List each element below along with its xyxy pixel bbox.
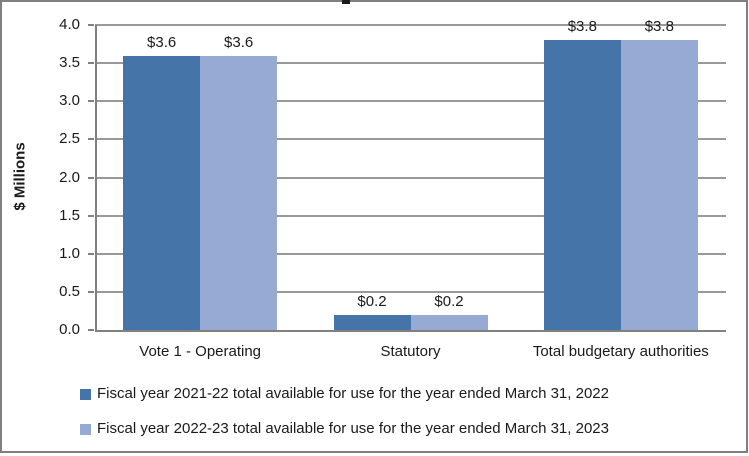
y-tick-label: 1.0	[59, 244, 80, 262]
legend-label: Fiscal year 2022-23 total available for …	[97, 420, 609, 437]
gridline	[95, 176, 726, 179]
gridline	[95, 62, 726, 65]
bar	[200, 55, 278, 330]
y-tick-mark	[88, 176, 94, 179]
bar	[123, 55, 201, 330]
y-tick-mark	[88, 138, 94, 141]
gridline	[95, 214, 726, 217]
bar-value-label: $3.8	[644, 18, 674, 36]
bar-value-label: $3.8	[567, 18, 597, 36]
x-category-label: Vote 1 - Operating	[139, 343, 262, 360]
bar-value-label: $3.6	[147, 33, 177, 51]
bar	[543, 40, 621, 330]
legend-swatch-light-blue	[80, 424, 91, 435]
gridline	[95, 138, 726, 141]
bar-value-label: $0.2	[434, 292, 464, 310]
y-axis-line	[95, 25, 97, 332]
gridline	[95, 290, 726, 293]
y-tick-label: 0.5	[59, 282, 80, 300]
y-tick-mark	[88, 252, 94, 255]
legend-swatch-dark-blue	[80, 389, 91, 400]
gridline	[95, 100, 726, 103]
bar	[620, 40, 698, 330]
y-tick-mark	[88, 100, 94, 103]
y-tick-mark	[88, 329, 94, 331]
gridline	[95, 24, 726, 26]
y-tick-mark	[88, 24, 94, 26]
x-category-label: Statutory	[380, 343, 441, 360]
y-tick-label: 4.0	[59, 16, 80, 33]
x-axis-line	[95, 330, 726, 332]
y-tick-label: 1.5	[59, 206, 80, 224]
gridline	[95, 252, 726, 255]
y-tick-label: 3.5	[59, 54, 80, 72]
bar	[410, 314, 488, 330]
y-tick-label: 0.0	[59, 321, 80, 338]
y-tick-label: 2.0	[59, 168, 80, 186]
y-tick-label: 3.0	[59, 92, 80, 110]
x-category-label: Total budgetary authorities	[532, 343, 709, 360]
bar-value-label: $3.6	[224, 33, 254, 51]
y-tick-mark	[88, 290, 94, 293]
y-axis-title: $ Millions	[11, 142, 29, 211]
legend-label: Fiscal year 2021-22 total available for …	[97, 385, 609, 402]
cropped-text-artifact	[342, 0, 350, 4]
y-tick-label: 2.5	[59, 130, 80, 148]
y-tick-mark	[88, 214, 94, 217]
bar	[333, 314, 411, 330]
y-tick-mark	[88, 62, 94, 65]
bar-value-label: $0.2	[357, 292, 387, 310]
